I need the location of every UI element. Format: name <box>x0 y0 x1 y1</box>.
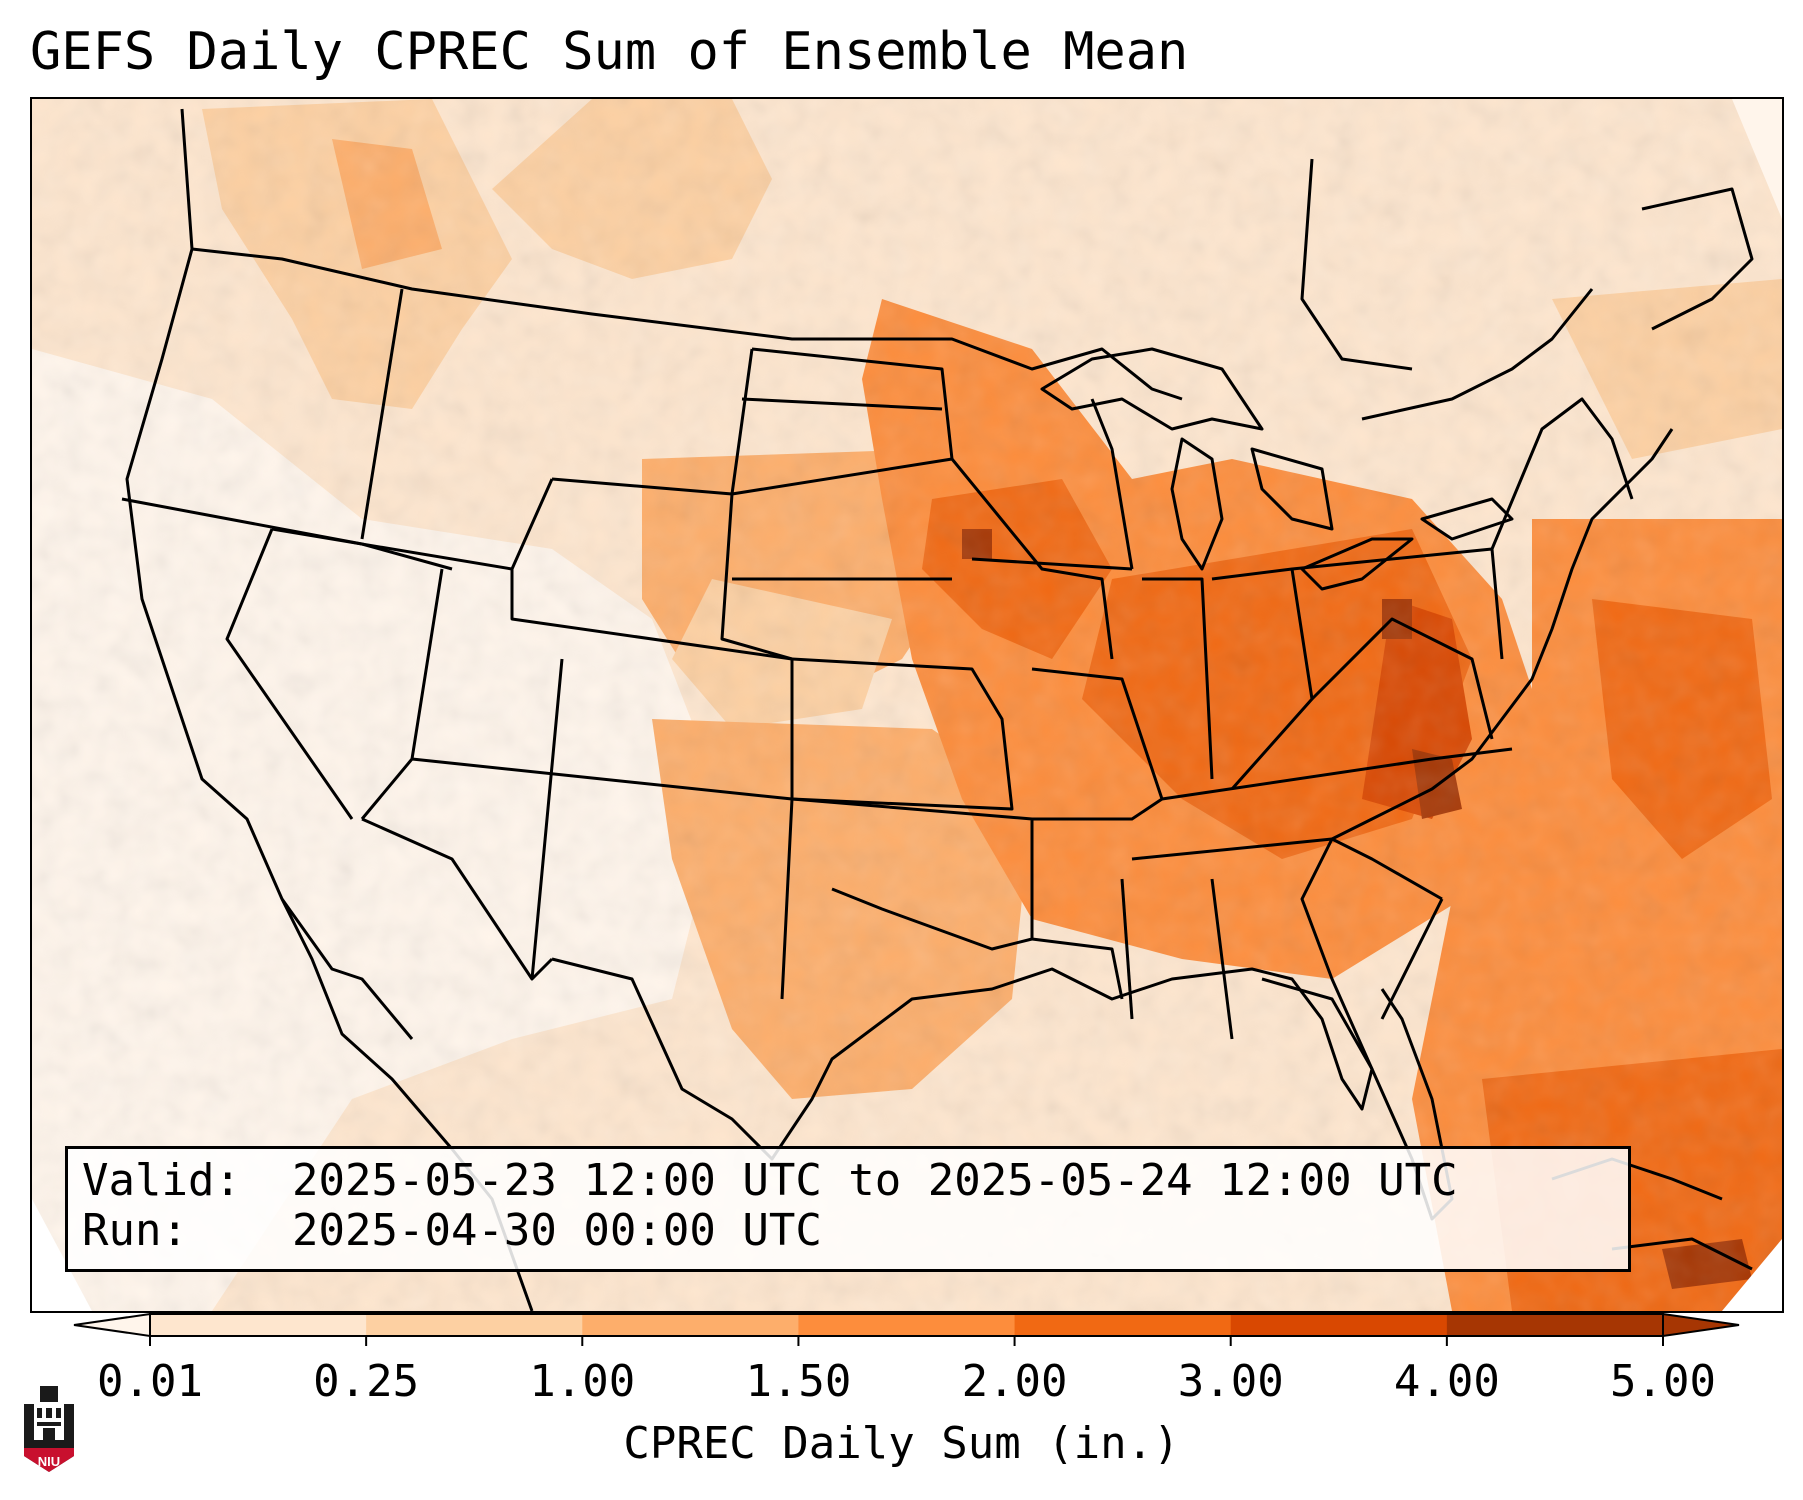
map-canvas <box>32 99 1782 1311</box>
border-il-in <box>1142 577 1214 780</box>
offdomain-corner-se <box>1722 1239 1782 1311</box>
colorbar-tick-label: 4.00 <box>1393 1356 1500 1407</box>
border-wv-va <box>1310 617 1494 740</box>
colorbar-segment <box>1014 1314 1232 1336</box>
west-coastline <box>125 108 534 1311</box>
border-nd-sd <box>741 397 943 411</box>
logo-text: NIU <box>38 1454 60 1469</box>
colorbar-tick-label: 5.00 <box>1610 1356 1716 1407</box>
border-al-ga <box>1210 878 1234 1040</box>
border-ms-al <box>1120 878 1134 1020</box>
border-in-oh <box>1211 567 1314 790</box>
lake-ontario <box>1420 497 1514 541</box>
quebec-coast <box>1641 187 1754 331</box>
colorbar-extend-min <box>73 1312 151 1338</box>
border-ga-fl <box>1380 898 1444 1020</box>
colorbar <box>73 1312 1740 1346</box>
colorbar-extend-max <box>1662 1312 1740 1338</box>
border-wi <box>1090 398 1134 570</box>
colorbar-segment <box>366 1314 583 1336</box>
baja-coast <box>280 898 414 1040</box>
page-title: GEFS Daily CPREC Sum of Ensemble Mean <box>30 22 1189 82</box>
precipitation-map <box>30 97 1784 1313</box>
us-mexico-border <box>361 817 554 981</box>
colorbar-segment <box>150 1314 367 1336</box>
valid-label: Valid: <box>82 1155 241 1206</box>
valid-value: 2025-05-23 12:00 UTC to 2025-05-24 12:00… <box>292 1155 1458 1206</box>
colorbar-segment <box>582 1314 799 1336</box>
colorbar-segment <box>1230 1314 1448 1336</box>
colorbar-outline <box>149 1313 1664 1337</box>
colorbar-tick-label: 2.00 <box>961 1356 1068 1407</box>
border-ok <box>791 797 1034 951</box>
border-id-wa-or <box>360 288 404 540</box>
precip-field <box>32 99 1782 1311</box>
valid-run-info-box: Valid: 2025-05-23 12:00 UTC to 2025-05-24… <box>65 1146 1631 1272</box>
canada-province-border <box>1300 158 1413 371</box>
lake-michigan <box>1170 437 1224 571</box>
field-texture <box>32 99 1782 1311</box>
us-canada-border <box>191 247 1183 401</box>
border-ks <box>791 657 1014 811</box>
border-mn-ia <box>950 458 1114 660</box>
colorbar-segment <box>1446 1314 1664 1336</box>
run-label: Run: <box>82 1205 188 1256</box>
border-co-nm <box>530 658 564 980</box>
run-line: Run: 2025-04-30 00:00 UTC <box>82 1205 822 1257</box>
border-ut-co <box>510 569 793 661</box>
border-new-england <box>1490 397 1634 550</box>
border-dakotas <box>731 347 954 496</box>
northeast-canada-border <box>1361 288 1594 421</box>
border-ca-nv <box>225 528 354 820</box>
border-ia-mo <box>971 557 1133 571</box>
colorbar-tick-label: 0.01 <box>97 1356 203 1407</box>
colorbar-tick-label: 3.00 <box>1177 1356 1284 1407</box>
niu-university-logo-icon: NIU <box>24 1386 74 1472</box>
valid-line: Valid: 2025-05-23 12:00 UTC to 2025-05-24… <box>82 1155 1458 1207</box>
gulf-atlantic-coastline <box>551 428 1674 1161</box>
colorbar-segment <box>798 1314 1016 1336</box>
offdomain-corner-ne <box>1732 99 1782 219</box>
lake-huron <box>1250 447 1334 531</box>
lake-superior <box>1040 347 1264 431</box>
border-tn-south <box>1131 837 1443 901</box>
run-value: 2025-04-30 00:00 UTC <box>292 1205 822 1256</box>
offdomain-corner-sw <box>32 1199 92 1311</box>
border-ky-tn-va <box>1161 747 1513 801</box>
hispaniola-coast <box>1611 1237 1753 1271</box>
colorbar-tick-label: 1.00 <box>529 1356 636 1407</box>
border-ne-co <box>720 493 794 799</box>
colorbar-tick-label: 1.50 <box>745 1356 852 1407</box>
colorbar-tick-label: 0.25 <box>313 1356 420 1407</box>
colorbar-label: CPREC Daily Sum (in.) <box>623 1418 1180 1469</box>
border-la-ms <box>1031 937 1124 1000</box>
